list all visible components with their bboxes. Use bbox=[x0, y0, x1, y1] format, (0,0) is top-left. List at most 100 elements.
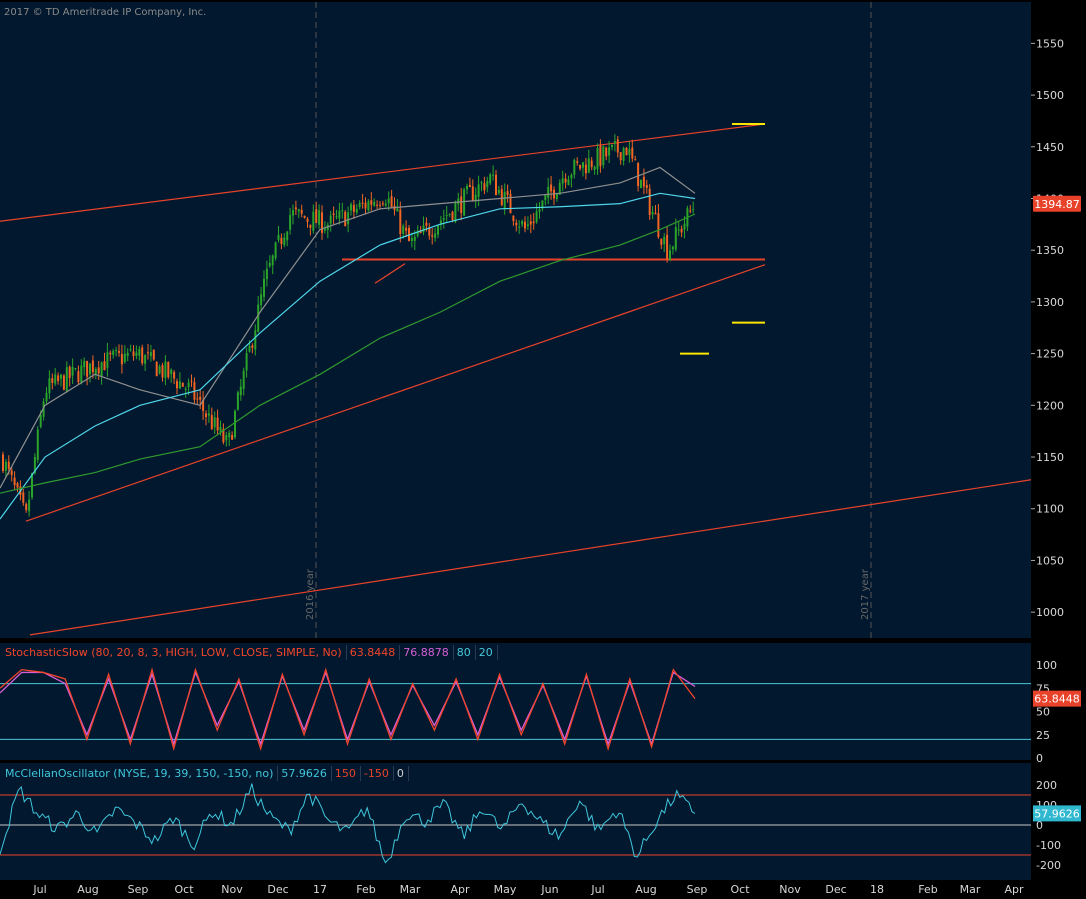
candle-body bbox=[671, 246, 674, 250]
candle-body bbox=[660, 238, 663, 245]
candle-body bbox=[309, 224, 312, 228]
candle-body bbox=[300, 209, 303, 214]
candle-body bbox=[460, 196, 463, 214]
candle-body bbox=[25, 503, 28, 511]
candle-body bbox=[680, 228, 683, 233]
candle-body bbox=[33, 457, 36, 473]
candle-body bbox=[587, 158, 590, 173]
x-axis-label: Sep bbox=[128, 883, 149, 896]
candle-body bbox=[628, 149, 631, 155]
candle-body bbox=[637, 162, 640, 187]
candle-body bbox=[144, 354, 147, 364]
mcclellan-study-label[interactable]: McClellanOscillator (NYSE, 19, 39, 150, … bbox=[2, 765, 279, 781]
candle-body bbox=[486, 180, 489, 188]
candle-body bbox=[567, 179, 570, 185]
candle-body bbox=[425, 222, 428, 226]
candle-body bbox=[173, 372, 176, 379]
candle-body bbox=[666, 234, 669, 259]
candle-body bbox=[689, 210, 692, 212]
x-axis-label: Jul bbox=[590, 883, 604, 896]
x-axis-label: Mar bbox=[400, 883, 421, 896]
candle-body bbox=[361, 202, 364, 204]
stochastic-header: StochasticSlow (80, 20, 8, 3, HIGH, LOW,… bbox=[2, 644, 498, 660]
candle-body bbox=[524, 221, 526, 229]
candle-body bbox=[289, 214, 292, 230]
candle-body bbox=[335, 216, 338, 218]
mcclellan-lower-value: -150 bbox=[361, 765, 394, 781]
price-axis-label: 1450 bbox=[1036, 141, 1064, 154]
candle-body bbox=[413, 236, 416, 241]
candle-body bbox=[184, 388, 187, 390]
candle-body bbox=[155, 361, 158, 377]
candle-body bbox=[561, 178, 564, 184]
candle-body bbox=[439, 220, 442, 225]
candle-body bbox=[109, 352, 112, 355]
candle-body bbox=[216, 417, 219, 431]
long-term-line bbox=[29, 479, 1032, 636]
mcclellan-axis-label: -200 bbox=[1036, 859, 1061, 872]
candle-body bbox=[10, 470, 13, 475]
candle-body bbox=[619, 152, 622, 161]
candle-body bbox=[65, 367, 68, 392]
candle-body bbox=[350, 204, 352, 211]
candle-body bbox=[294, 207, 297, 210]
candle-body bbox=[622, 148, 625, 161]
year-marker-label: 2017 year bbox=[860, 568, 871, 620]
price-axis-label: 1100 bbox=[1036, 503, 1064, 516]
candle-body bbox=[613, 141, 616, 144]
candle-body bbox=[445, 215, 448, 217]
candle-body bbox=[344, 211, 347, 227]
stochastic-study-label[interactable]: StochasticSlow (80, 20, 8, 3, HIGH, LOW,… bbox=[2, 644, 347, 660]
candle-body bbox=[115, 350, 118, 352]
candle-body bbox=[584, 164, 587, 174]
candle-body bbox=[321, 212, 323, 233]
candle-body bbox=[611, 144, 613, 148]
price-axis-label: 1500 bbox=[1036, 89, 1064, 102]
candle-body bbox=[4, 461, 7, 471]
candle-body bbox=[495, 174, 497, 196]
candle-body bbox=[390, 196, 393, 208]
candle-body bbox=[263, 278, 265, 297]
candle-body bbox=[410, 238, 413, 242]
candle-body bbox=[657, 213, 660, 238]
candle-body bbox=[338, 210, 341, 219]
candle-body bbox=[669, 250, 671, 261]
candle-body bbox=[419, 230, 422, 234]
candle-body bbox=[654, 212, 657, 215]
candle-body bbox=[31, 473, 33, 498]
candle-body bbox=[231, 435, 234, 440]
candle-body bbox=[396, 208, 399, 212]
candle-body bbox=[663, 236, 666, 245]
candle-body bbox=[100, 362, 103, 377]
candle-body bbox=[500, 189, 503, 206]
mcclellan-axis-label: 200 bbox=[1036, 779, 1057, 792]
candle-body bbox=[367, 201, 370, 211]
stochastic-last-label: 63.8448 bbox=[1034, 693, 1080, 706]
x-axis-label: Apr bbox=[1004, 883, 1024, 896]
candle-body bbox=[570, 175, 573, 179]
candle-body bbox=[89, 363, 91, 375]
candle-body bbox=[161, 365, 164, 378]
sma-green-line bbox=[0, 213, 696, 494]
candle-body bbox=[605, 147, 608, 157]
candle-body bbox=[582, 162, 584, 168]
candle-body bbox=[564, 178, 567, 183]
candle-body bbox=[123, 353, 126, 363]
candle-body bbox=[196, 398, 199, 400]
candle-body bbox=[352, 204, 355, 212]
candle-body bbox=[60, 374, 62, 379]
price-axis-label: 1300 bbox=[1036, 296, 1064, 309]
candle-body bbox=[210, 414, 213, 430]
candle-body bbox=[599, 145, 602, 167]
x-axis-label: Dec bbox=[825, 883, 846, 896]
candle-body bbox=[634, 159, 637, 161]
candle-body bbox=[199, 396, 202, 400]
stochastic-slowd-value: 76.8878 bbox=[400, 644, 454, 660]
candle-body bbox=[112, 350, 115, 355]
candle-body bbox=[315, 209, 318, 223]
mcclellan-axis-label: 0 bbox=[1036, 819, 1043, 832]
price-axis-label: 1250 bbox=[1036, 348, 1064, 361]
candle-body bbox=[544, 194, 547, 201]
candle-body bbox=[271, 255, 274, 266]
candle-body bbox=[280, 237, 283, 244]
